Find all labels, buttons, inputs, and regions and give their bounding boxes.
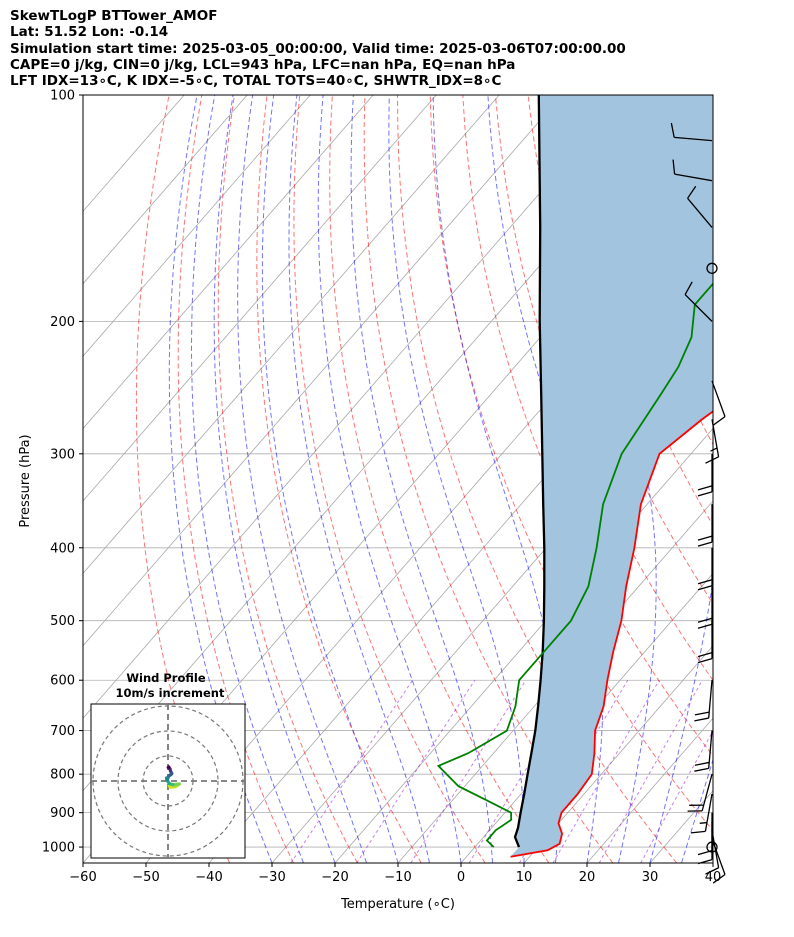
y-tick-label: 700 — [50, 724, 75, 739]
dry-adiabat — [789, 95, 794, 863]
wind-barb — [711, 380, 726, 426]
isotherm-gridline — [523, 645, 713, 863]
moist-adiabat — [168, 95, 273, 863]
x-axis-label: Temperature (∘C) — [340, 897, 455, 912]
y-tick-label: 800 — [50, 768, 75, 783]
isotherm-gridline — [83, 95, 374, 430]
dry-adiabat — [724, 95, 794, 863]
wind-barb — [705, 830, 720, 875]
mixing-ratio-line — [640, 729, 713, 863]
parcel-profile-line — [513, 95, 546, 848]
x-tick-label: −50 — [132, 870, 159, 885]
x-tick-label: −60 — [69, 870, 96, 885]
wind-barb — [706, 262, 718, 274]
instability-line: CAPE=0 j/kg, CIN=0 j/kg, LCL=943 hPa, LF… — [10, 56, 516, 73]
x-tick-label: 0 — [457, 870, 465, 885]
moist-adiabat — [388, 95, 525, 863]
mixing-ratio-line — [410, 679, 527, 863]
wind-barb — [670, 122, 713, 142]
x-tick-label: 30 — [642, 870, 659, 885]
mixing-ratio-line — [552, 679, 660, 863]
y-tick-label: 900 — [50, 806, 75, 821]
inset-subtitle: 10m/s increment — [116, 686, 225, 700]
hodograph-ring — [117, 730, 219, 832]
temperature-line — [510, 410, 713, 858]
indices-line: LFT IDX=13∘C, K IDX=-5∘C, TOTAL TOTS=40∘… — [10, 73, 502, 90]
dry-adiabat — [177, 95, 294, 863]
wind-barb — [694, 730, 713, 772]
moist-adiabat — [261, 95, 399, 863]
wind-barb — [697, 620, 713, 664]
moist-adiabat — [350, 95, 493, 863]
y-tick-label: 200 — [50, 315, 75, 330]
isotherm-gridline — [83, 95, 626, 719]
x-tick-label: −20 — [321, 870, 348, 885]
isotherm-gridline — [83, 95, 248, 285]
wind-barb — [687, 774, 713, 812]
dry-adiabat — [757, 95, 794, 863]
isotherm-gridline — [83, 95, 437, 502]
moist-adiabat — [649, 95, 713, 863]
location-line: Lat: 51.52 Lon: -0.14 — [10, 24, 169, 41]
chart-title-block: SkewTLogP BTTower_AMOF Lat: 51.52 Lon: -… — [10, 8, 626, 89]
wind-barb — [684, 281, 713, 322]
wind-barb — [694, 680, 713, 722]
y-tick-label: 400 — [50, 541, 75, 556]
wind-barb — [697, 547, 713, 591]
moist-adiabat — [191, 95, 304, 863]
x-tick-label: 40 — [705, 870, 722, 885]
isotherm-gridline — [712, 862, 713, 863]
wind-barb — [697, 812, 713, 856]
dry-adiabat — [217, 95, 358, 863]
dry-adiabat — [329, 95, 550, 863]
y-tick-label: 300 — [50, 447, 75, 462]
moist-adiabat — [712, 861, 713, 863]
isotherm-gridline — [586, 717, 713, 863]
x-tick-label: −40 — [195, 870, 222, 885]
wind-barb — [705, 419, 720, 464]
x-tick-label: 10 — [516, 870, 533, 885]
cin-shaded-area — [510, 95, 713, 857]
mixing-ratio-line — [598, 679, 703, 863]
y-tick-label: 1000 — [42, 841, 75, 856]
isotherm-gridline — [776, 95, 794, 863]
moist-adiabat — [237, 95, 367, 863]
chart-title: SkewTLogP BTTower_AMOF — [10, 8, 218, 24]
x-tick-label: −10 — [384, 870, 411, 885]
wind-barb — [672, 159, 713, 182]
moist-adiabat — [213, 95, 336, 863]
x-tick-label: 20 — [579, 870, 596, 885]
x-tick-label: −30 — [258, 870, 285, 885]
wind-barb — [697, 586, 713, 629]
time-line: Simulation start time: 2025-03-05_00:00:… — [10, 40, 626, 57]
moist-adiabat — [317, 95, 462, 863]
moist-adiabat — [288, 95, 430, 863]
wind-barb — [687, 185, 713, 228]
dry-adiabat — [363, 95, 614, 863]
y-tick-label: 500 — [50, 614, 75, 629]
dewpoint-line — [436, 282, 713, 848]
isotherm-gridline — [83, 95, 311, 357]
isotherm-gridline — [83, 95, 563, 647]
inset-title: Wind Profile — [126, 671, 206, 685]
dry-adiabat — [256, 95, 422, 863]
wind-barb — [697, 453, 713, 497]
y-tick-label: 600 — [50, 674, 75, 689]
isotherm-gridline — [334, 427, 713, 863]
y-axis-label: Pressure (hPa) — [18, 434, 33, 527]
dry-adiabat — [293, 95, 486, 863]
isotherm-gridline — [83, 95, 500, 574]
moist-adiabat — [745, 95, 794, 863]
mixing-ratio-line — [290, 679, 414, 863]
wind-barb — [697, 504, 713, 547]
isotherm-gridline — [397, 500, 713, 863]
dry-adiabat — [462, 95, 713, 757]
y-tick-label: 100 — [50, 89, 75, 104]
hodograph-segment — [166, 765, 171, 770]
wind-barb — [690, 793, 713, 834]
dry-adiabat — [397, 95, 678, 863]
